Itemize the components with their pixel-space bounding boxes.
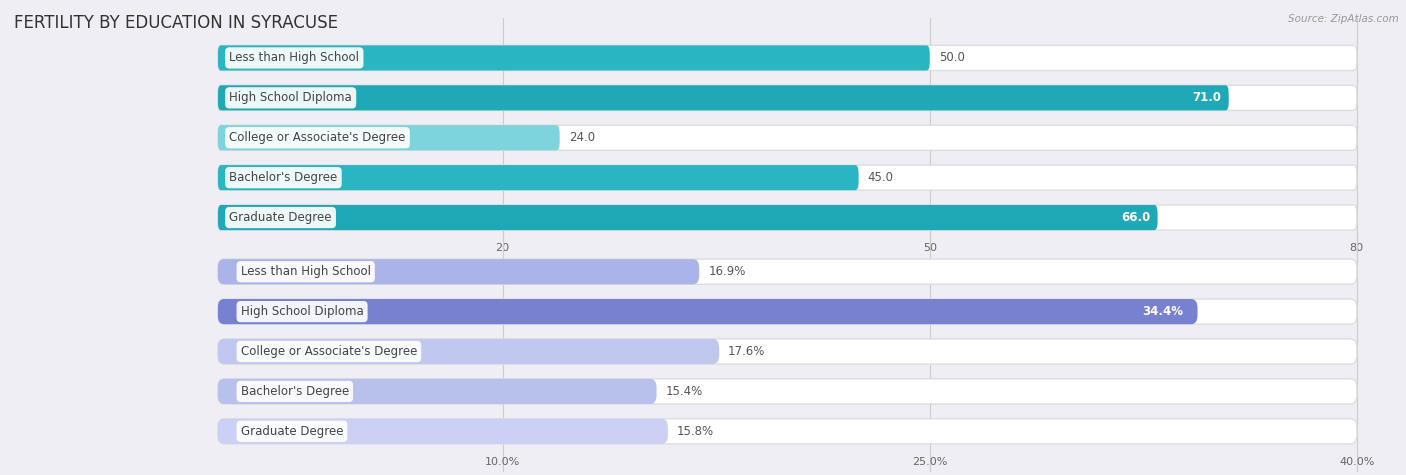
Text: 15.8%: 15.8%: [676, 425, 714, 438]
FancyBboxPatch shape: [218, 419, 668, 444]
FancyBboxPatch shape: [218, 46, 929, 70]
FancyBboxPatch shape: [218, 86, 1357, 110]
FancyBboxPatch shape: [218, 339, 1357, 364]
Text: Less than High School: Less than High School: [240, 265, 371, 278]
FancyBboxPatch shape: [218, 205, 1357, 230]
FancyBboxPatch shape: [218, 205, 1157, 230]
FancyBboxPatch shape: [218, 259, 1357, 284]
Text: 16.9%: 16.9%: [709, 265, 745, 278]
FancyBboxPatch shape: [218, 165, 859, 190]
FancyBboxPatch shape: [218, 419, 1357, 444]
Text: Bachelor's Degree: Bachelor's Degree: [240, 385, 349, 398]
Text: 50.0: 50.0: [939, 51, 965, 65]
Text: Source: ZipAtlas.com: Source: ZipAtlas.com: [1288, 14, 1399, 24]
FancyBboxPatch shape: [218, 125, 1357, 150]
Text: 15.4%: 15.4%: [665, 385, 703, 398]
Text: 45.0: 45.0: [868, 171, 894, 184]
Text: Bachelor's Degree: Bachelor's Degree: [229, 171, 337, 184]
FancyBboxPatch shape: [218, 299, 1198, 324]
FancyBboxPatch shape: [218, 86, 1229, 110]
Text: Graduate Degree: Graduate Degree: [229, 211, 332, 224]
Text: FERTILITY BY EDUCATION IN SYRACUSE: FERTILITY BY EDUCATION IN SYRACUSE: [14, 14, 337, 32]
FancyBboxPatch shape: [218, 259, 699, 284]
Text: Graduate Degree: Graduate Degree: [240, 425, 343, 438]
Text: Less than High School: Less than High School: [229, 51, 360, 65]
FancyBboxPatch shape: [218, 339, 720, 364]
Text: High School Diploma: High School Diploma: [240, 305, 364, 318]
FancyBboxPatch shape: [218, 299, 1357, 324]
FancyBboxPatch shape: [218, 46, 1357, 70]
Text: 24.0: 24.0: [568, 131, 595, 144]
Text: College or Associate's Degree: College or Associate's Degree: [240, 345, 418, 358]
FancyBboxPatch shape: [218, 379, 657, 404]
Text: 71.0: 71.0: [1192, 91, 1222, 104]
FancyBboxPatch shape: [218, 165, 1357, 190]
Text: College or Associate's Degree: College or Associate's Degree: [229, 131, 406, 144]
FancyBboxPatch shape: [218, 379, 1357, 404]
Text: 17.6%: 17.6%: [728, 345, 765, 358]
FancyBboxPatch shape: [218, 125, 560, 150]
Text: High School Diploma: High School Diploma: [229, 91, 352, 104]
Text: 34.4%: 34.4%: [1142, 305, 1182, 318]
Text: 66.0: 66.0: [1121, 211, 1150, 224]
